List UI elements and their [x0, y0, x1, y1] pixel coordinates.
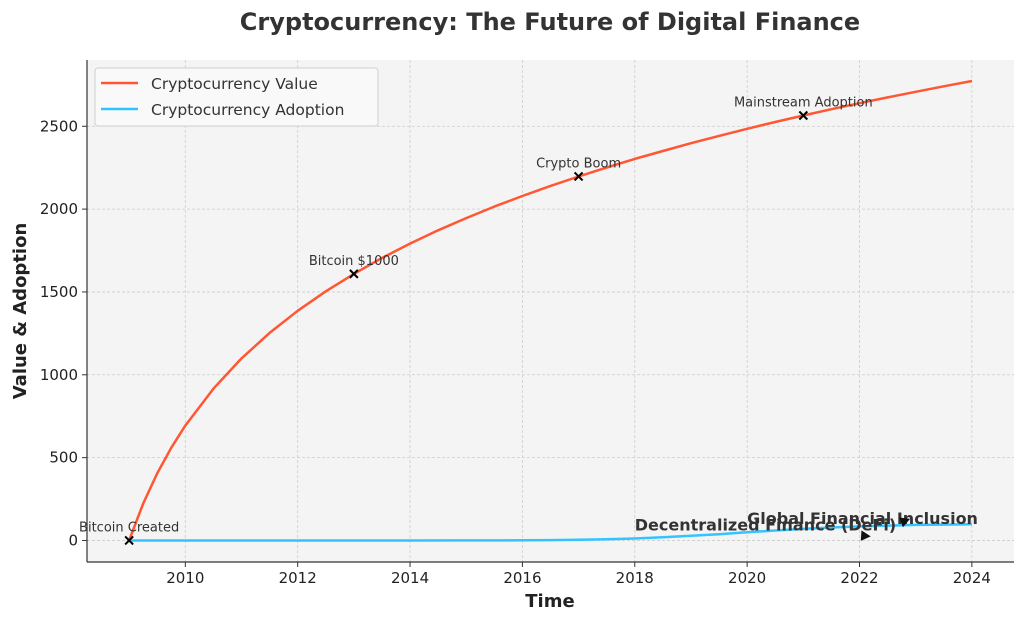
event-markers: Bitcoin Created Bitcoin $1000 Crypto Boom M… — [79, 96, 873, 546]
annotation-label: Global Financial Inclusion — [747, 509, 978, 528]
y-tick-label: 1000 — [40, 366, 78, 384]
annotation-arrow-icon — [860, 530, 871, 541]
x-axis-label: Time — [525, 591, 574, 612]
x-marker-icon — [573, 171, 584, 182]
x-tick-label: 2012 — [279, 569, 317, 587]
legend-label-adoption: Cryptocurrency Adoption — [151, 101, 344, 119]
x-marker-icon — [798, 110, 809, 121]
annotation-label: Decentralized Finance (DeFi) — [635, 516, 896, 535]
x-ticks: 2010 2012 2014 2016 2018 2020 2022 2024 — [166, 562, 991, 587]
y-tick-label: 500 — [49, 449, 78, 467]
x-marker-icon — [349, 269, 359, 279]
annotation-arrow-icon — [899, 517, 911, 528]
legend: Cryptocurrency Value Cryptocurrency Adop… — [94, 67, 379, 127]
event-marker — [573, 171, 584, 182]
event-marker — [798, 110, 809, 121]
y-tick-label: 1500 — [40, 283, 78, 301]
grid — [87, 60, 1014, 562]
y-tick-label: 2000 — [40, 200, 78, 218]
y-axis-label: Value & Adoption — [10, 223, 31, 400]
annotations: Decentralized Finance (DeFi)Global Finan… — [635, 509, 978, 541]
x-tick-label: 2010 — [166, 569, 204, 587]
event-marker — [124, 535, 134, 546]
event-label: Bitcoin Created — [79, 520, 179, 535]
x-marker-icon — [124, 535, 134, 546]
x-tick-label: 2020 — [728, 569, 766, 587]
event-label: Mainstream Adoption — [734, 96, 873, 111]
x-tick-label: 2018 — [616, 569, 654, 587]
event-label: Bitcoin $1000 — [309, 254, 399, 269]
x-tick-label: 2022 — [840, 569, 878, 587]
x-tick-label: 2016 — [503, 569, 541, 587]
y-tick-label: 0 — [68, 531, 78, 549]
series-line-adoption — [129, 522, 972, 542]
x-tick-label: 2014 — [391, 569, 429, 587]
series-line-value — [127, 79, 973, 541]
y-ticks: 0 500 1000 1500 2000 2500 — [40, 117, 87, 549]
event-marker — [349, 269, 359, 279]
y-tick-label: 2500 — [40, 117, 78, 135]
chart-title: Cryptocurrency: The Future of Digital Fi… — [240, 8, 860, 36]
event-label: Crypto Boom — [536, 156, 621, 171]
plot-background — [87, 60, 1014, 562]
legend-box — [94, 67, 379, 127]
x-tick-label: 2024 — [953, 569, 991, 587]
series-lines — [127, 79, 973, 542]
legend-label-value: Cryptocurrency Value — [151, 75, 318, 93]
